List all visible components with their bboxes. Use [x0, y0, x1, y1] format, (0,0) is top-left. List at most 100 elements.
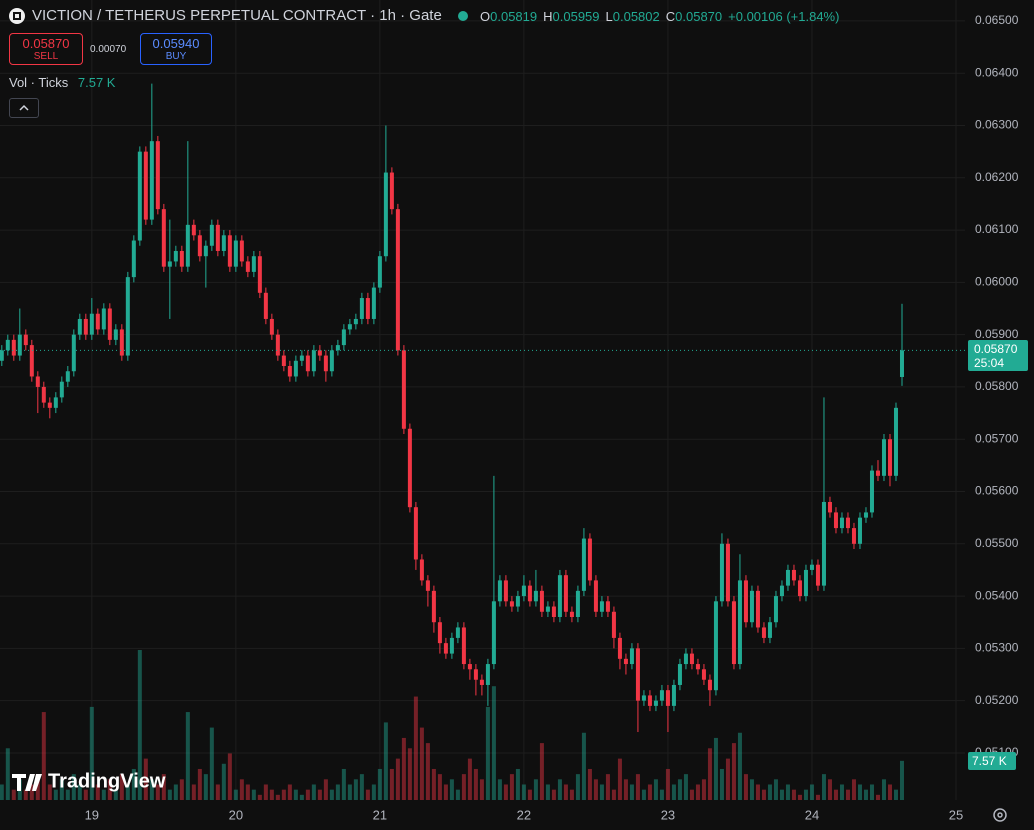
volume-bar	[389, 768, 394, 800]
volume-bar	[95, 784, 100, 800]
candle-body	[539, 590, 544, 612]
volume-bar	[599, 784, 604, 800]
volume-bar	[611, 789, 616, 800]
candle-body	[239, 240, 244, 262]
candle-body	[119, 329, 124, 356]
volume-bar	[725, 758, 730, 800]
candle-body	[173, 250, 178, 262]
volume-bar	[731, 743, 736, 800]
candle-body	[251, 256, 256, 272]
candle-body	[827, 501, 832, 513]
candle-body	[569, 611, 574, 617]
sell-price: 0.05870	[22, 36, 70, 51]
volume-bar	[449, 779, 454, 800]
candle-body	[383, 172, 388, 257]
y-tick-label: 0.05500	[975, 536, 1019, 550]
candle-body	[851, 528, 856, 544]
volume-bar	[671, 784, 676, 800]
x-tick-label: 23	[661, 807, 675, 822]
volume-bar	[287, 784, 292, 800]
candle-body	[551, 606, 556, 617]
volume-bar	[77, 784, 82, 800]
candle-body	[329, 350, 334, 372]
volume-bar	[41, 712, 46, 800]
volume-bar	[197, 768, 202, 800]
candle-body	[299, 355, 304, 361]
volume-pane	[0, 650, 904, 800]
volume-bar	[311, 784, 316, 800]
last-price: 0.05870	[974, 342, 1018, 357]
volume-bar	[737, 732, 742, 800]
candle-body	[113, 329, 118, 340]
candle-body	[479, 679, 484, 685]
change: +0.00106 (+1.84%)	[728, 9, 840, 24]
volume-bar	[719, 768, 724, 800]
volume-bar	[257, 794, 262, 800]
candle-body	[155, 141, 160, 210]
collapse-button[interactable]	[9, 98, 39, 118]
candle-body	[215, 224, 220, 251]
volume-bar	[281, 789, 286, 800]
volume-bar	[821, 774, 826, 800]
candle-body	[623, 658, 628, 665]
volume-bar	[407, 748, 412, 800]
volume-bar	[185, 712, 190, 800]
volume-bar	[431, 768, 436, 800]
volume-bar	[239, 779, 244, 800]
symbol-title: VICTION / TETHERUS PERPETUAL CONTRACT · …	[32, 7, 442, 24]
candle-body	[785, 569, 790, 586]
candle-body	[185, 224, 190, 267]
x-tick-label: 25	[949, 807, 963, 822]
x-tick-label: 21	[373, 807, 387, 822]
candle-body	[455, 627, 460, 638]
candle-body	[731, 601, 736, 665]
volume-bar	[419, 727, 424, 800]
candle-body	[503, 580, 508, 602]
volume-bar	[53, 789, 58, 800]
logo-text: TradingView	[48, 770, 166, 792]
candle-body	[821, 501, 826, 586]
candle-body	[89, 313, 94, 335]
candle-body	[65, 371, 70, 382]
candle-body	[875, 470, 880, 476]
candle-body	[737, 580, 742, 665]
candle-body	[581, 538, 586, 591]
volume-bar	[227, 753, 232, 800]
volume-bar	[251, 789, 256, 800]
candle-body	[149, 141, 154, 220]
candle-body	[263, 292, 268, 319]
candle-body	[563, 575, 568, 612]
volume-bar	[341, 768, 346, 800]
volume-bar	[155, 784, 160, 800]
volume-bar	[509, 774, 514, 800]
candle-body	[167, 261, 172, 267]
candle-body	[59, 381, 64, 398]
candle-body	[77, 318, 82, 335]
volume-bar	[263, 784, 268, 800]
candle-body	[467, 664, 472, 670]
volume-bar	[83, 789, 88, 800]
candle-body	[863, 512, 868, 518]
candle-body	[761, 627, 766, 638]
volume-bar	[215, 784, 220, 800]
volume-bar	[605, 774, 610, 800]
candle-body	[473, 669, 478, 680]
ohlc-key: H	[543, 9, 553, 24]
volume-bar	[779, 789, 784, 800]
sell-button[interactable]: 0.05870 SELL	[9, 33, 83, 65]
buy-button[interactable]: 0.05940 BUY	[140, 33, 212, 65]
candle-body	[95, 313, 100, 330]
y-tick-label: 0.05200	[975, 693, 1019, 707]
volume-bar	[785, 784, 790, 800]
volume-bar	[317, 789, 322, 800]
candle-body	[743, 580, 748, 623]
candle-body	[575, 590, 580, 617]
settings-icon[interactable]	[993, 808, 1007, 822]
volume-bar	[323, 779, 328, 800]
candle-body	[755, 590, 760, 628]
candle-body	[611, 611, 616, 638]
candle-body	[413, 507, 418, 560]
volume-bar	[899, 760, 904, 800]
y-tick-label: 0.06500	[975, 13, 1019, 27]
volume-bar	[137, 650, 142, 800]
